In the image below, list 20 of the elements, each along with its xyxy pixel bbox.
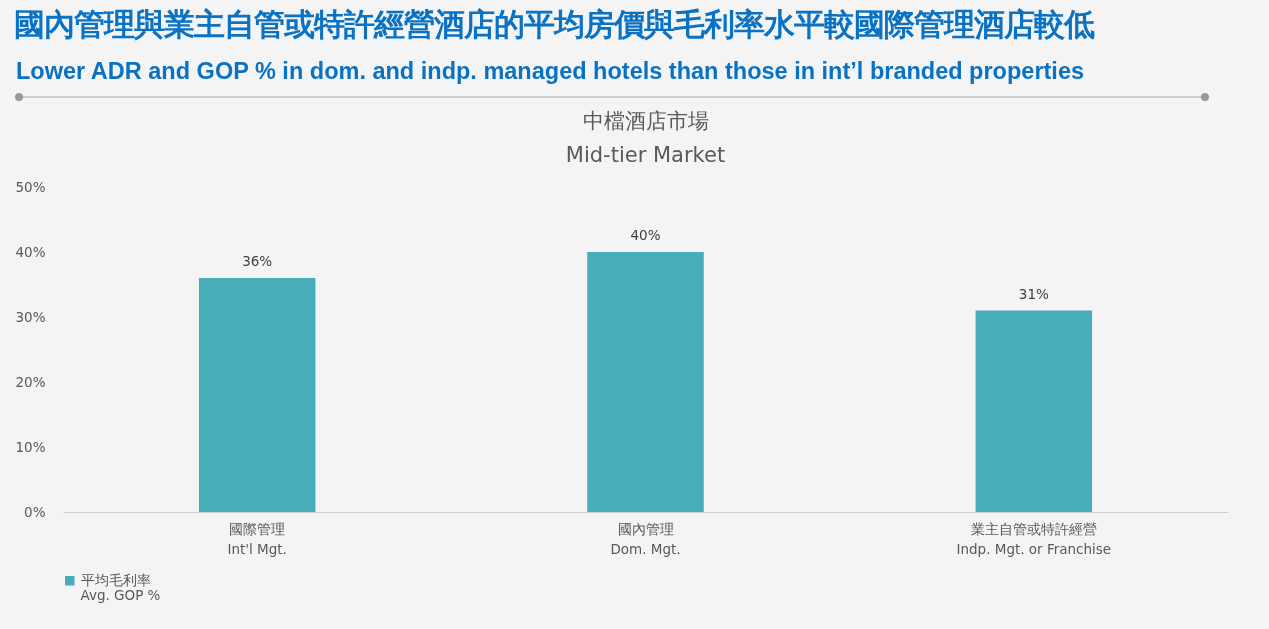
x-tick-label: 國內管理 Dom. Mgt. [610,520,681,557]
bar [198,278,316,512]
data-label: 36% [242,253,273,269]
y-tick-label: 10% [15,438,46,455]
y-tick-label: 20% [15,373,46,390]
y-tick-label: 40% [15,243,46,260]
x-tick-label: 業主自管或特許經營 Indp. Mgt. or Franchise [956,520,1112,557]
legend-label: 平均毛利率 Avg. GOP % [80,571,161,604]
bar [587,252,704,512]
chart-title: 國內管理與業主自管或特許經營酒店的平均房價與毛利率水平較國際管理酒店較低 [14,5,1094,44]
text: 中檔酒店市場 [582,109,709,133]
x-tick-label: 國際管理 Int'l Mgt. [227,520,287,557]
bar [975,310,1093,512]
y-tick-label: 30% [15,308,46,325]
data-label: 40% [630,227,661,243]
text: Mid-tier Market [565,143,726,167]
chart-subtitle: Lower ADR and GOP % in dom. and indp. managed hotels than those in int’l branded properties [16,58,1085,85]
y-tick-label: 50% [15,178,46,195]
data-label: 31% [1018,285,1049,302]
y-tick-label: 0% [24,503,46,520]
